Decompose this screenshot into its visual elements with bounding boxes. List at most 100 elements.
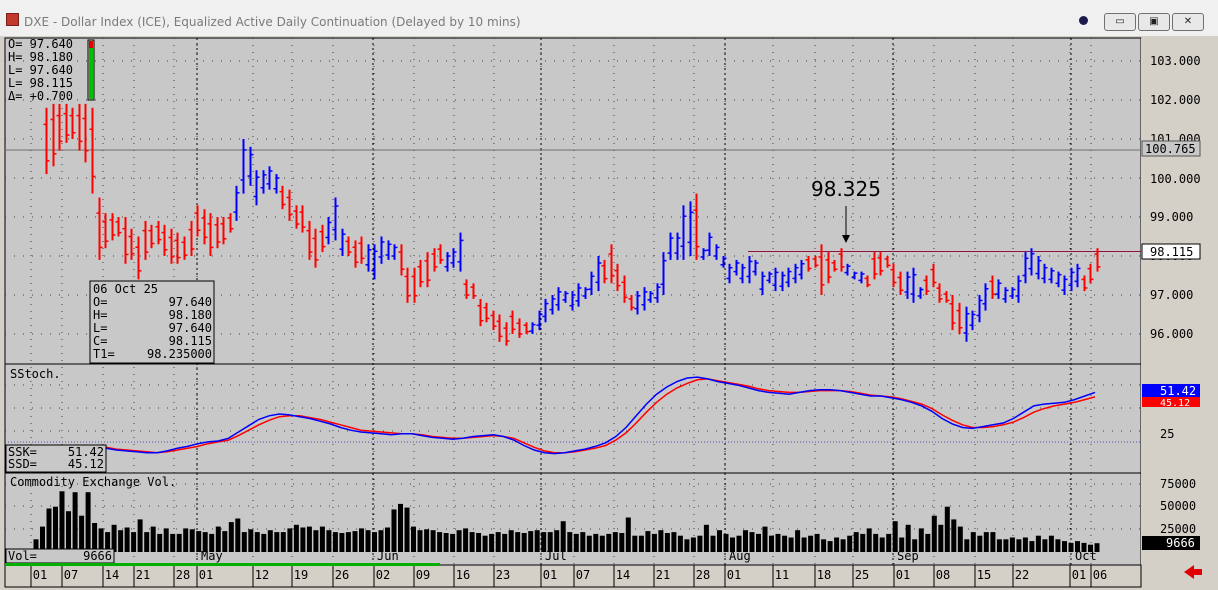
volume-bar xyxy=(495,532,501,552)
window-titlebar[interactable]: DXE - Dollar Index (ICE), Equalized Acti… xyxy=(0,0,1218,37)
volume-bar xyxy=(990,532,996,552)
volume-bar xyxy=(827,541,833,552)
volume-bar xyxy=(352,531,358,552)
volume-bar xyxy=(769,535,774,552)
volume-bar xyxy=(619,533,625,552)
volume-overlay: Commodity Exchange Vol. 75000 50000 2500… xyxy=(5,475,1200,564)
quote-line-open: O= 97.640 xyxy=(8,37,73,51)
volume-bar xyxy=(788,537,794,552)
price-bar xyxy=(910,267,917,303)
cursor-label-open: O= xyxy=(93,295,107,309)
price-bar xyxy=(76,103,83,151)
volume-bar xyxy=(1075,541,1080,552)
last-price-label: 98.115 xyxy=(1150,245,1193,259)
ssd-value: 45.12 xyxy=(68,457,104,471)
price-bar xyxy=(858,271,865,284)
volume-bar xyxy=(671,532,677,552)
price-bar xyxy=(871,252,878,280)
volume-bar xyxy=(424,529,430,552)
date-tick-label: 07 xyxy=(576,568,590,582)
price-bar xyxy=(89,107,96,194)
scroll-left-arrow-icon[interactable] xyxy=(1184,565,1202,579)
date-tick-label: 12 xyxy=(255,568,269,582)
volume-bar xyxy=(677,535,683,552)
price-bar xyxy=(641,287,648,311)
price-bar xyxy=(1035,256,1042,280)
cursor-value-high: 98.180 xyxy=(169,308,212,322)
price-tick-96: 96.000 xyxy=(1150,327,1193,341)
volume-bar xyxy=(521,533,527,552)
price-bar xyxy=(371,244,378,280)
price-bar xyxy=(266,166,273,190)
ssd-line xyxy=(105,378,1096,454)
volume-bar xyxy=(664,533,670,552)
volume-bar xyxy=(332,532,338,552)
annotation-group: 98.325 xyxy=(811,177,881,243)
volume-bar xyxy=(430,530,436,552)
stoch-panel[interactable] xyxy=(4,363,1142,474)
price-bar xyxy=(247,146,254,186)
change-bar-green xyxy=(89,48,93,99)
price-bar xyxy=(693,193,700,260)
price-bar xyxy=(812,256,819,268)
volume-bar xyxy=(40,526,45,552)
price-bar xyxy=(884,256,891,268)
price-bar xyxy=(529,322,536,334)
ref-line-label-box xyxy=(1141,140,1201,157)
price-bar xyxy=(930,263,937,288)
date-tick-label: 23 xyxy=(496,568,510,582)
chart-area[interactable]: 98.325 103.000 102.000 101.000 100.000 9… xyxy=(0,36,1218,590)
volume-bar xyxy=(638,535,644,552)
volume-bar xyxy=(964,539,970,552)
price-bar xyxy=(69,107,76,139)
volume-bar xyxy=(287,528,293,552)
volume-bar xyxy=(866,528,872,552)
price-bar xyxy=(181,236,188,260)
price-bar xyxy=(1009,287,1016,299)
volume-bar xyxy=(482,535,488,552)
stoch-title: SStoch. xyxy=(10,367,61,381)
quote-line-change: Δ= +0.700 xyxy=(8,89,73,103)
volume-bar xyxy=(821,539,827,552)
price-bar xyxy=(135,236,142,280)
price-bar xyxy=(358,236,365,264)
maximize-button[interactable]: ▣ xyxy=(1138,13,1170,31)
date-tick-label: 02 xyxy=(376,568,390,582)
date-tick-label: 25 xyxy=(855,568,869,582)
volume-bar xyxy=(1094,543,1100,552)
scroll-indicator-green[interactable] xyxy=(5,563,440,566)
link-dot-icon[interactable] xyxy=(1079,16,1088,25)
price-bar xyxy=(194,205,201,237)
volume-bar xyxy=(124,527,130,552)
price-bar xyxy=(949,295,956,331)
volume-bar xyxy=(710,535,716,552)
volume-bar xyxy=(313,530,319,552)
volume-bar xyxy=(749,532,755,552)
price-bar xyxy=(969,310,976,331)
volume-bar xyxy=(730,537,735,552)
price-bar xyxy=(588,271,595,295)
volume-bar xyxy=(476,533,482,552)
volume-bar xyxy=(222,531,228,552)
volume-bar xyxy=(157,533,163,552)
price-bar xyxy=(306,220,313,260)
price-bar xyxy=(312,228,319,268)
price-bar xyxy=(680,205,687,260)
volume-bar xyxy=(938,524,944,552)
price-bar xyxy=(339,228,346,256)
volume-bar xyxy=(586,535,592,552)
price-bar xyxy=(161,224,168,256)
price-bar xyxy=(1074,263,1081,288)
close-button[interactable]: ✕ xyxy=(1172,13,1204,31)
price-axis-labels: 103.000 102.000 101.000 100.000 99.000 9… xyxy=(1141,54,1201,341)
price-tick-100: 100.000 xyxy=(1150,172,1201,186)
price-bar xyxy=(562,291,569,303)
price-bar xyxy=(404,267,411,303)
volume-bar xyxy=(931,515,937,552)
volume-bar xyxy=(814,533,820,552)
price-bar xyxy=(431,248,438,272)
volume-bar xyxy=(144,532,150,552)
volume-bar xyxy=(957,526,963,552)
volume-bar xyxy=(1029,541,1035,552)
minimize-button[interactable]: ▭ xyxy=(1104,13,1136,31)
